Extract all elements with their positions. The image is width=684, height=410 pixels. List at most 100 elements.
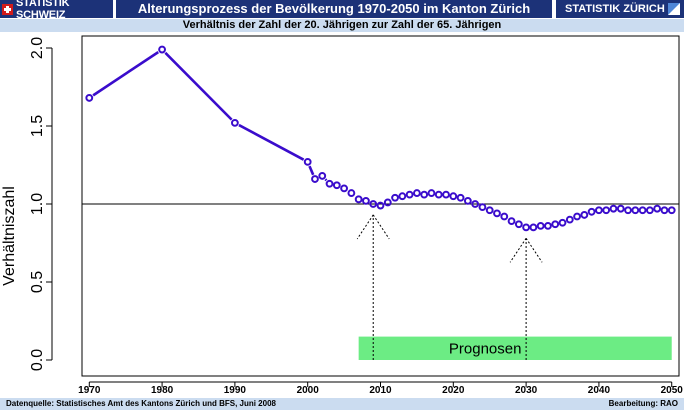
prognosen-label: Prognosen [449,340,522,357]
prognosen-box [358,336,672,360]
y-tick-label: 2.0 [29,37,46,59]
data-point [544,221,552,230]
data-point [383,198,392,207]
data-point [340,184,348,193]
data-point [500,212,509,221]
data-point [413,189,421,197]
data-point [456,193,465,202]
x-tick-label: 2010 [369,385,392,396]
data-source-note: Datenquelle: Statistisches Amt des Kanto… [6,399,276,408]
data-point [507,217,516,226]
data-point [449,192,458,201]
data-point [420,190,429,199]
data-point [653,204,662,213]
statistik-zuerich-logo[interactable]: STATISTIK ZÜRICH [556,0,684,18]
data-point [660,206,669,215]
data-point [645,206,654,215]
data-point [405,190,414,199]
footer-bar: Datenquelle: Statistisches Amt des Kanto… [0,398,684,410]
data-point [602,206,611,215]
data-series [85,45,676,232]
data-point [442,190,450,199]
series-line [92,51,328,182]
x-axis: 1970 1980 1990 2000 2010 2020 2030 2040 2050 [78,381,684,396]
x-tick-label: 2000 [297,385,320,396]
arrow-head-left [356,214,374,240]
x-tick-label: 1980 [151,385,174,396]
brand-left-label: STATISTIK SCHWEIZ [16,0,70,21]
data-point [624,206,632,215]
data-point [369,200,378,208]
data-point [354,195,363,204]
series-segment [308,165,315,176]
arrow-head-right [372,214,390,240]
statistik-schweiz-logo[interactable]: STATISTIK SCHWEIZ [0,0,113,21]
data-point [485,206,494,215]
chart-subtitle: Verhältnis der Zahl der 20. Jährigen zur… [0,19,684,32]
data-point [158,45,166,54]
data-point [565,215,574,224]
x-tick-label: 2020 [442,385,465,396]
y-tick-label: 1.5 [29,115,46,137]
forecast-arrows [356,214,543,360]
data-point [434,190,443,199]
data-point [362,196,370,205]
credit-note: Bearbeitung: RAO [608,399,678,408]
y-axis-title: Verhältniszahl [1,186,18,286]
data-point [522,223,531,232]
data-point [311,175,319,183]
corner-triangle-icon [668,3,680,15]
brand-right-label: STATISTIK ZÜRICH [565,3,665,15]
header-bar: STATISTIK SCHWEIZ Alterungsprozess der B… [0,0,684,21]
data-point [230,118,239,127]
data-point [325,179,334,188]
x-tick-label: 1990 [224,385,247,396]
data-point [427,189,436,197]
series-segment [164,51,233,121]
data-point [580,211,589,219]
data-point [332,181,341,190]
x-tick-label: 2050 [661,385,684,396]
x-tick-label: 1970 [78,385,101,396]
data-point [631,206,640,215]
arrow-head-left [509,238,527,263]
forecast-arrow [356,214,390,360]
forecast-arrow [509,238,543,360]
data-point [391,193,399,202]
data-point [398,192,407,201]
plot-area [81,35,680,377]
data-point [587,207,596,216]
data-point [347,189,356,197]
series-segment [92,51,159,97]
y-tick-label: 0.5 [29,271,46,293]
data-point [514,220,523,229]
data-point [667,206,676,215]
data-point [558,218,567,227]
data-point [609,204,618,213]
data-point [551,220,560,229]
annotations: Prognosen [358,336,672,360]
data-point [478,203,487,212]
data-point [493,209,501,218]
x-tick-label: 2030 [515,385,538,396]
plot-border [81,35,680,377]
data-point [638,206,647,215]
chart: 0.0 0.5 1.0 1.5 2.0 1970 1980 1990 2000 2010 2020… [1,35,684,396]
data-point [318,172,327,180]
data-point [529,223,538,232]
series-segment [238,123,305,161]
data-point [595,206,603,215]
data-point [536,221,545,230]
arrow-head-right [525,238,543,263]
page-title: Alterungsprozess der Bevölkerung 1970-20… [116,0,552,18]
data-point [471,200,480,208]
swiss-flag-icon [2,3,13,15]
data-point [303,157,312,166]
data-point [85,94,94,102]
y-tick-label: 0.0 [29,349,46,371]
y-axis: 0.0 0.5 1.0 1.5 2.0 [29,37,53,371]
data-point [376,201,385,210]
data-point [616,204,625,213]
data-point [463,196,472,205]
data-point [573,212,581,221]
